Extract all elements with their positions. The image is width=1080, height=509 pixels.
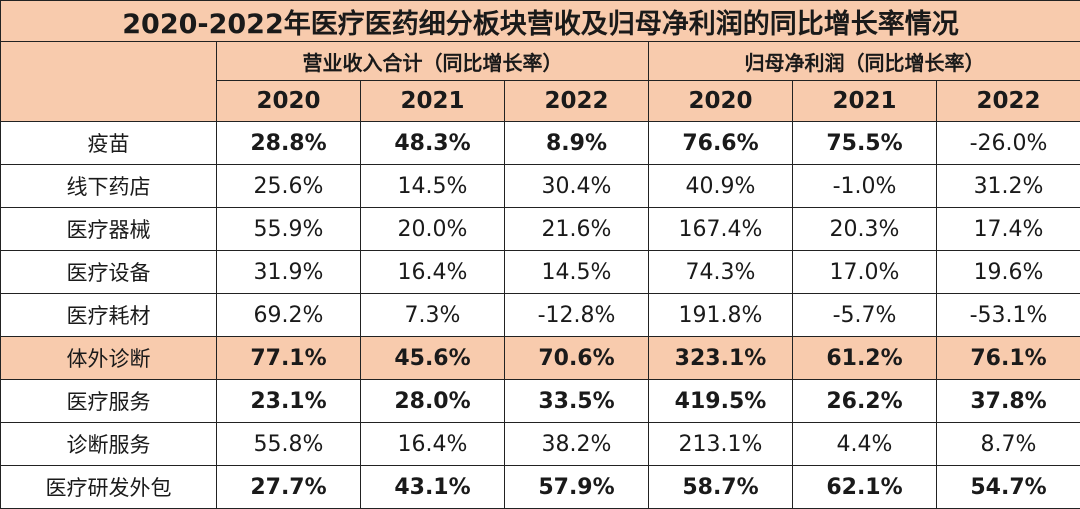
year-header: 2020 bbox=[648, 80, 793, 122]
table-cell: 16.4% bbox=[360, 422, 505, 466]
table-row: 医疗耗材 69.2% 7.3% -12.8% 191.8% -5.7% -53.… bbox=[0, 293, 1080, 337]
row-label: 体外诊断 bbox=[0, 336, 217, 380]
table-cell: 26.2% bbox=[792, 379, 937, 423]
table-cell: 14.5% bbox=[504, 250, 649, 294]
table-cell: -26.0% bbox=[935, 121, 1080, 165]
group-header-row: 营业收入合计（同比增长率） 归母净利润（同比增长率） bbox=[0, 41, 1080, 122]
table-cell: 20.0% bbox=[360, 207, 505, 251]
table-cell: 16.4% bbox=[360, 250, 505, 294]
year-header: 2021 bbox=[792, 80, 937, 122]
table-cell: 19.6% bbox=[935, 250, 1080, 294]
table-cell: -12.8% bbox=[504, 293, 649, 337]
table-row: 医疗研发外包 27.7% 43.1% 57.9% 58.7% 62.1% 54.… bbox=[0, 465, 1080, 509]
table-cell: 28.0% bbox=[360, 379, 505, 423]
table-cell: 20.3% bbox=[792, 207, 937, 251]
table-cell: 38.2% bbox=[504, 422, 649, 466]
table-row: 线下药店 25.6% 14.5% 30.4% 40.9% -1.0% 31.2% bbox=[0, 164, 1080, 208]
table-cell: 419.5% bbox=[648, 379, 793, 423]
table-cell: 33.5% bbox=[504, 379, 649, 423]
row-label: 医疗研发外包 bbox=[0, 465, 217, 509]
table-cell: 14.5% bbox=[360, 164, 505, 208]
profit-group-header: 归母净利润（同比增长率） bbox=[647, 41, 1080, 81]
table-cell: 76.1% bbox=[935, 336, 1080, 380]
table-cell: 17.0% bbox=[792, 250, 937, 294]
table-row: 医疗服务 23.1% 28.0% 33.5% 419.5% 26.2% 37.8… bbox=[0, 379, 1080, 423]
table-cell: 55.8% bbox=[216, 422, 361, 466]
table-cell: 21.6% bbox=[504, 207, 649, 251]
table-cell: 30.4% bbox=[504, 164, 649, 208]
table-row: 医疗设备 31.9% 16.4% 14.5% 74.3% 17.0% 19.6% bbox=[0, 250, 1080, 294]
table-cell: 8.9% bbox=[504, 121, 649, 165]
year-header: 2021 bbox=[360, 80, 505, 122]
table-cell: 167.4% bbox=[648, 207, 793, 251]
table-title: 2020-2022年医疗医药细分板块营收及归母净利润的同比增长率情况 bbox=[0, 0, 1080, 42]
table-cell: 75.5% bbox=[792, 121, 937, 165]
table-cell: 17.4% bbox=[935, 207, 1080, 251]
table-cell: 323.1% bbox=[648, 336, 793, 380]
row-label: 医疗设备 bbox=[0, 250, 217, 294]
table-row-highlighted: 体外诊断 77.1% 45.6% 70.6% 323.1% 61.2% 76.1… bbox=[0, 336, 1080, 380]
row-label: 疫苗 bbox=[0, 121, 217, 165]
table-cell: 8.7% bbox=[935, 422, 1080, 466]
table-cell: 69.2% bbox=[216, 293, 361, 337]
table-cell: 45.6% bbox=[360, 336, 505, 380]
row-label: 诊断服务 bbox=[0, 422, 217, 466]
table-cell: 4.4% bbox=[792, 422, 937, 466]
table-cell: 43.1% bbox=[360, 465, 505, 509]
table-cell: 37.8% bbox=[935, 379, 1080, 423]
row-label: 医疗服务 bbox=[0, 379, 217, 423]
corner-cell bbox=[0, 41, 217, 122]
revenue-group-header: 营业收入合计（同比增长率） bbox=[216, 41, 649, 81]
table-cell: 48.3% bbox=[360, 121, 505, 165]
table-row: 医疗器械 55.9% 20.0% 21.6% 167.4% 20.3% 17.4… bbox=[0, 207, 1080, 251]
table-cell: 74.3% bbox=[648, 250, 793, 294]
table-cell: 191.8% bbox=[648, 293, 793, 337]
table-cell: 31.2% bbox=[935, 164, 1080, 208]
table-cell: 55.9% bbox=[216, 207, 361, 251]
row-label: 线下药店 bbox=[0, 164, 217, 208]
table-cell: 25.6% bbox=[216, 164, 361, 208]
table-cell: 27.7% bbox=[216, 465, 361, 509]
table-cell: 77.1% bbox=[216, 336, 361, 380]
table-cell: 23.1% bbox=[216, 379, 361, 423]
year-header: 2020 bbox=[216, 80, 361, 122]
table-cell: 58.7% bbox=[648, 465, 793, 509]
year-header: 2022 bbox=[935, 80, 1080, 122]
table-cell: 28.8% bbox=[216, 121, 361, 165]
table-cell: 76.6% bbox=[648, 121, 793, 165]
table-cell: 7.3% bbox=[360, 293, 505, 337]
table-cell: 40.9% bbox=[648, 164, 793, 208]
row-label: 医疗耗材 bbox=[0, 293, 217, 337]
table-cell: 62.1% bbox=[792, 465, 937, 509]
table-cell: 57.9% bbox=[504, 465, 649, 509]
row-label: 医疗器械 bbox=[0, 207, 217, 251]
table-cell: 31.9% bbox=[216, 250, 361, 294]
year-header-row: 2020 2021 2022 2020 2021 2022 bbox=[1, 80, 1080, 122]
year-header: 2022 bbox=[504, 80, 649, 122]
table-cell: -1.0% bbox=[792, 164, 937, 208]
table-row: 诊断服务 55.8% 16.4% 38.2% 213.1% 4.4% 8.7% bbox=[0, 422, 1080, 466]
table-cell: 61.2% bbox=[792, 336, 937, 380]
table-cell: -5.7% bbox=[792, 293, 937, 337]
table-cell: 213.1% bbox=[648, 422, 793, 466]
table-cell: -53.1% bbox=[935, 293, 1080, 337]
title-row: 2020-2022年医疗医药细分板块营收及归母净利润的同比增长率情况 bbox=[0, 0, 1080, 42]
table-row: 疫苗 28.8% 48.3% 8.9% 76.6% 75.5% -26.0% bbox=[0, 121, 1080, 165]
table-cell: 70.6% bbox=[504, 336, 649, 380]
table-cell: 54.7% bbox=[935, 465, 1080, 509]
